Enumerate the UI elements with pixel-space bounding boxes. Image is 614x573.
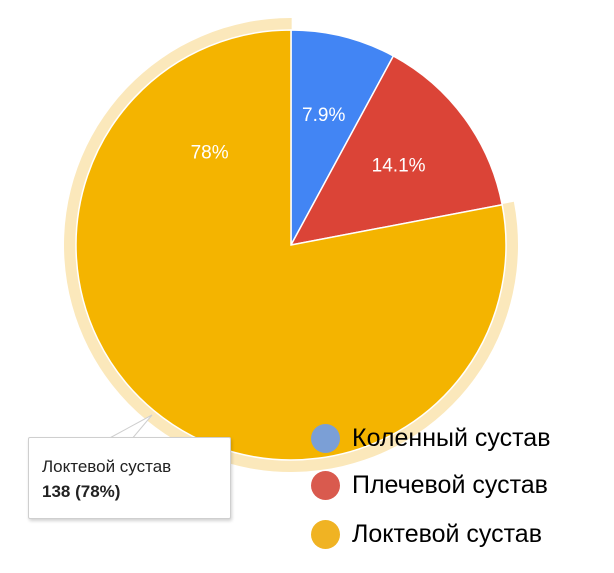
pie-slices [63, 18, 519, 473]
pie-slice-knee[interactable] [290, 29, 395, 246]
pie-slice-elbow[interactable] [75, 29, 507, 461]
legend-marker-elbow [311, 519, 340, 549]
legend-marker-knee [311, 423, 340, 453]
legend-marker-shoulder [311, 470, 340, 500]
tooltip-pointer [105, 414, 153, 441]
pie-slice-shoulder[interactable] [289, 54, 504, 247]
legend-label-elbow: Локтевой сустав [352, 519, 542, 548]
tooltip: Локтевой сустав 138 (78%) [28, 437, 231, 519]
slice-labels: 7.9% 14.1% 78% [105, 105, 426, 441]
legend-label-knee: Коленный сустав [352, 423, 551, 452]
tooltip-value: 138 (78%) [42, 482, 121, 501]
legend-item-elbow[interactable]: Локтевой сустав [296, 514, 542, 554]
legend-item-shoulder[interactable]: Плечевой сустав [296, 465, 548, 505]
legend: Коленный сустав Плечевой сустав Локтевой… [296, 405, 606, 563]
slice-label-shoulder: 14.1% [372, 155, 426, 176]
legend-item-knee[interactable]: Коленный сустав [296, 418, 550, 458]
tooltip-title: Локтевой сустав [42, 457, 172, 476]
slice-label-knee: 7.9% [302, 105, 345, 126]
slice-label-elbow: 78% [191, 142, 229, 163]
legend-label-shoulder: Плечевой сустав [352, 470, 548, 499]
